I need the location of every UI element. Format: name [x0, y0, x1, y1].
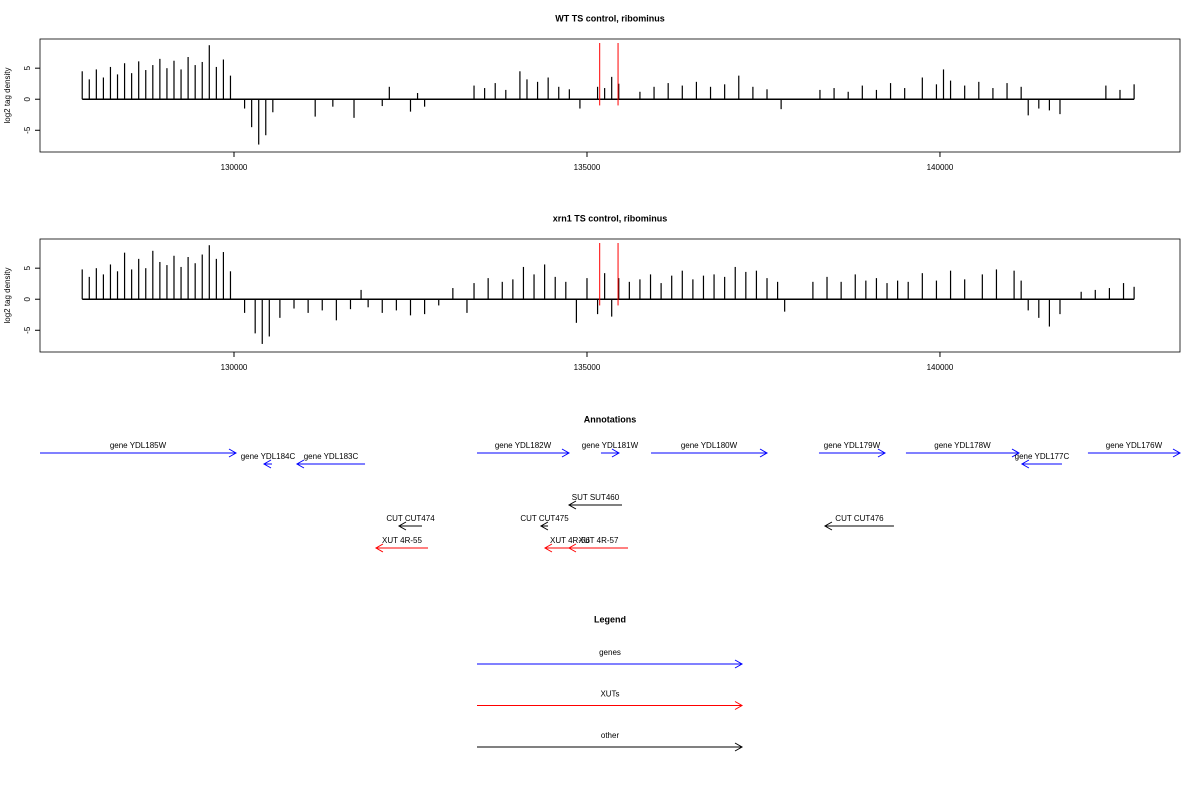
feature-label: gene YDL183C — [304, 452, 359, 461]
feature-label: CUT CUT474 — [386, 514, 435, 523]
x-tick-label: 130000 — [221, 363, 248, 372]
feature-arrow-head — [567, 543, 577, 553]
y-axis-label: log2 tag density — [3, 267, 12, 323]
x-tick-label: 135000 — [574, 363, 601, 372]
y-tick-label: 5 — [23, 65, 32, 70]
feature-label: XUT 4R-57 — [579, 536, 619, 545]
feature-label: XUT 4R-56 — [550, 536, 590, 545]
y-tick-label: -5 — [23, 326, 32, 334]
feature-arrow-head — [759, 448, 769, 458]
feature-label: gene YDL184C — [241, 452, 296, 461]
feature-arrow-head — [877, 448, 886, 458]
feature-label: gene YDL180W — [681, 441, 738, 450]
feature-arrow-head — [397, 521, 407, 531]
x-tick-label: 140000 — [927, 363, 954, 372]
feature-arrow-head — [262, 459, 272, 469]
feature-arrow-head — [543, 543, 553, 553]
y-tick-label: 5 — [23, 265, 32, 270]
annotations-title: Annotations — [584, 414, 637, 424]
feature-label: gene YDL178W — [934, 441, 991, 450]
feature-arrow-head — [228, 448, 237, 458]
chart-title: xrn1 TS control, ribominus — [553, 213, 668, 223]
feature-label: gene YDL179W — [824, 441, 881, 450]
legend-arrow-head — [734, 659, 744, 669]
feature-label: CUT CUT476 — [835, 514, 884, 523]
feature-arrow-head — [567, 500, 577, 510]
feature-arrow-head — [374, 543, 384, 553]
legend-arrow-head — [734, 742, 744, 752]
feature-label: CUT CUT475 — [520, 514, 569, 523]
feature-label: gene YDL177C — [1015, 452, 1070, 461]
feature-label: gene YDL182W — [495, 441, 552, 450]
feature-label: gene YDL181W — [582, 441, 639, 450]
x-tick-label: 140000 — [927, 163, 954, 172]
plot-frame — [39, 238, 1181, 353]
feature-arrow-head — [1011, 448, 1020, 458]
y-tick-label: 0 — [23, 96, 32, 101]
feature-arrow-head — [823, 521, 833, 531]
y-tick-label: -5 — [23, 126, 32, 134]
legend-label: other — [601, 731, 620, 740]
feature-label: gene YDL185W — [110, 441, 167, 450]
feature-label: gene YDL176W — [1106, 441, 1163, 450]
y-tick-label: 0 — [23, 296, 32, 301]
legend-title: Legend — [594, 614, 626, 624]
legend-arrow-head — [734, 701, 744, 710]
feature-arrow-head — [1172, 448, 1182, 458]
feature-arrow-head — [611, 448, 620, 458]
plot-frame — [39, 38, 1181, 153]
y-axis-label: log2 tag density — [3, 67, 12, 123]
legend-label: genes — [599, 648, 621, 657]
feature-arrow-head — [295, 459, 305, 469]
feature-arrow-head — [561, 448, 570, 458]
legend-label: XUTs — [600, 690, 619, 699]
chart-title: WT TS control, ribominus — [555, 13, 665, 23]
feature-arrow-head — [539, 521, 549, 531]
x-tick-label: 135000 — [574, 163, 601, 172]
feature-label: XUT 4R-55 — [382, 536, 422, 545]
x-tick-label: 130000 — [221, 163, 248, 172]
feature-label: SUT SUT460 — [572, 493, 620, 502]
feature-arrow-head — [1020, 459, 1030, 469]
